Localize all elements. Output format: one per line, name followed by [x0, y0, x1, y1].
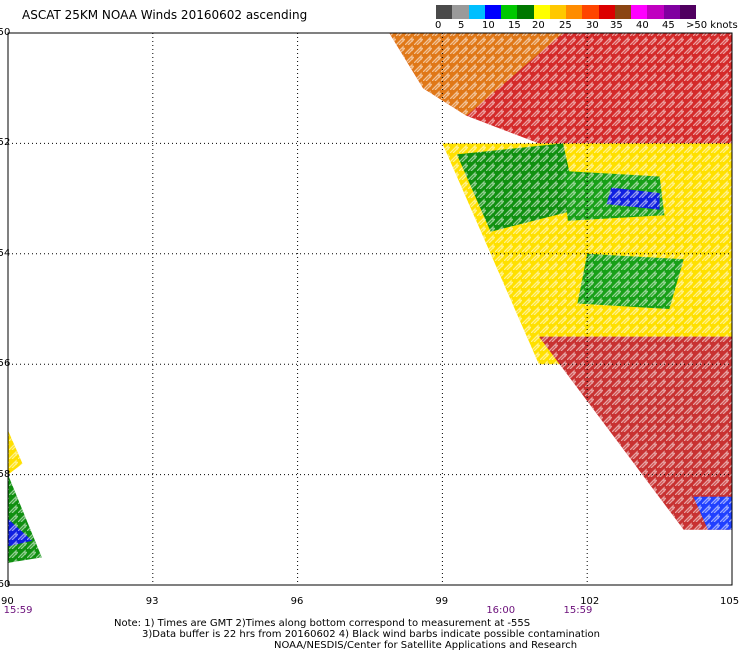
lon-tick-label: 96 [290, 596, 304, 607]
wind-speed-colorbar-labels: 0 5 10 15 20 25 30 35 40 45 >50 knots [430, 20, 740, 32]
map-frame [7, 32, 733, 586]
note-line: Note: 1) Times are GMT 2)Times along bot… [114, 618, 531, 629]
colorbar-label: 30 [586, 20, 599, 31]
colorbar-swatch [647, 5, 664, 19]
lon-tick-label: 93 [145, 596, 159, 607]
wind-barb-texture [389, 33, 564, 116]
colorbar-label: 45 [662, 20, 675, 31]
lon-tick-label: 90 [1, 596, 14, 607]
colorbar-swatch [679, 5, 696, 19]
colorbar-swatch [549, 5, 566, 19]
colorbar-swatch [517, 5, 534, 19]
colorbar-swatch [631, 5, 648, 19]
colorbar-label: >50 knots [686, 20, 738, 31]
wind-speed-colorbar [436, 5, 696, 19]
wind-barb-texture [577, 253, 684, 309]
map-title: ASCAT 25KM NOAA Winds 20160602 ascending [22, 8, 308, 22]
colorbar-swatch [582, 5, 599, 19]
colorbar-label: 25 [559, 20, 572, 31]
colorbar-swatch [566, 5, 583, 19]
colorbar-label: 0 [435, 20, 442, 31]
lat-tick-label: -54 [0, 247, 11, 259]
colorbar-swatch [614, 5, 631, 19]
lat-tick-label: -50 [0, 27, 11, 38]
colorbar-swatch [436, 5, 453, 19]
wind-barb-texture [8, 430, 23, 475]
colorbar-swatch [484, 5, 501, 19]
colorbar-swatch [533, 5, 550, 19]
colorbar-swatch [452, 5, 469, 19]
colorbar-label: 10 [482, 20, 495, 31]
lat-tick-label: -56 [0, 358, 11, 370]
lon-tick-label: 105 [720, 596, 740, 607]
lat-tick-label: -52 [0, 137, 11, 149]
note-line: 3)Data buffer is 22 hrs from 20160602 4)… [142, 629, 600, 640]
colorbar-label: 40 [636, 20, 649, 31]
lon-tick-label: 102 [580, 596, 600, 607]
colorbar-swatch [598, 5, 615, 19]
colorbar-swatch [663, 5, 680, 19]
wind-barb-texture [456, 143, 578, 232]
lat-tick-label: -60 [0, 579, 11, 590]
wind-barb-texture [693, 496, 732, 530]
wind-barb-texture [8, 518, 33, 547]
wind-swaths [8, 33, 732, 585]
notes-block: Note: 1) Times are GMT 2)Times along bot… [114, 618, 600, 651]
note-line: NOAA/NESDIS/Center for Satellite Applica… [274, 640, 578, 651]
wind-barb-texture [606, 187, 660, 210]
colorbar-swatch [501, 5, 518, 19]
wind-barb-texture [538, 336, 732, 530]
colorbar-swatch [468, 5, 485, 19]
time-label: 15:59 [3, 605, 33, 616]
colorbar-label: 20 [532, 20, 545, 31]
time-label: 15:59 [563, 605, 593, 616]
time-label: 16:00 [486, 605, 516, 616]
lon-tick-label: 99 [435, 596, 449, 607]
colorbar-label: 5 [458, 20, 465, 31]
lat-tick-label: -58 [0, 468, 11, 480]
colorbar-label: 35 [610, 20, 623, 31]
colorbar-label: 15 [508, 20, 521, 31]
